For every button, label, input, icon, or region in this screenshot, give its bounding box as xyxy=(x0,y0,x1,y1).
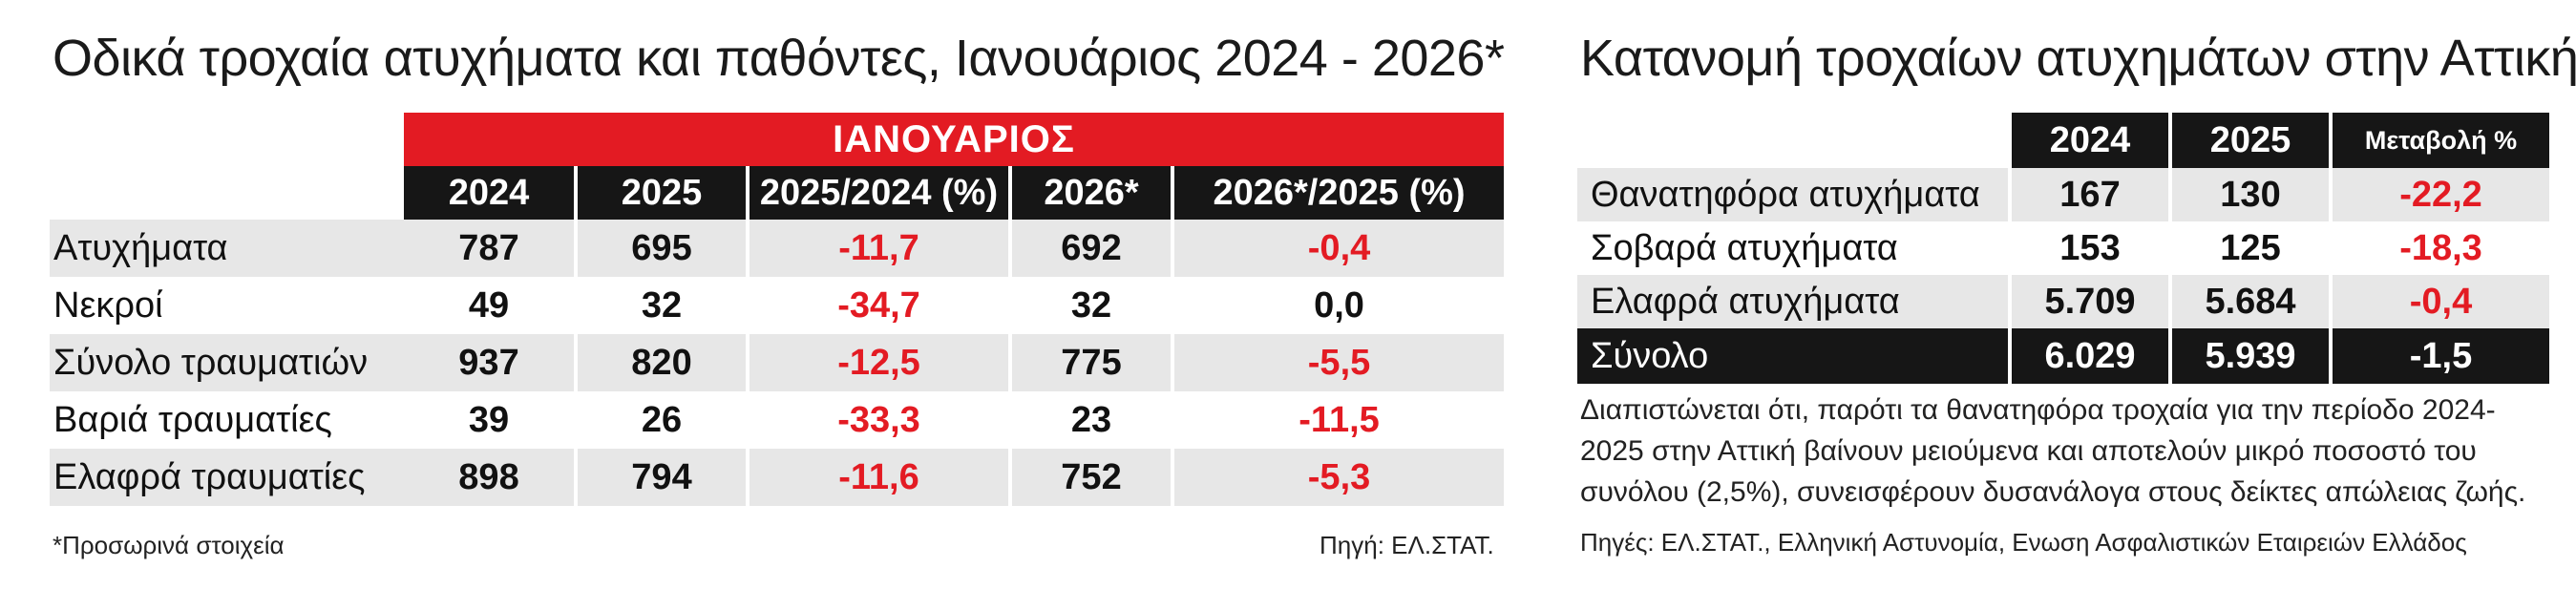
source-note: Πηγή: ΕΛ.ΣΤΑΤ. xyxy=(1320,531,1494,559)
cell-2024: 167 xyxy=(2008,168,2170,221)
row-label: Ελαφρά τραυματίες xyxy=(50,449,404,506)
cell-2025: 130 xyxy=(2168,168,2331,221)
attica-accidents-table: 2024 2025 Μεταβολή % Θανατηφόρα ατυχήματ… xyxy=(1577,113,2549,384)
cell-2024: 49 xyxy=(468,284,510,326)
description-text: Διαπιστώνεται ότι, παρότι τα θανατηφόρα … xyxy=(1580,394,2526,508)
column-header-2024: 2024 xyxy=(404,166,576,220)
table-row: Ελαφρά τραυματίες 898 794 -11,6 752 -5,3 xyxy=(50,449,1505,506)
cell-2024: 787 xyxy=(404,220,576,277)
footnote: *Προσωρινά στοιχεία xyxy=(53,531,285,559)
cell-2024: 153 xyxy=(2008,221,2170,275)
table-row: Ατυχήματα 787 695 -11,7 692 -0,4 xyxy=(50,220,1505,277)
cell-change-2025-2024: -12,5 xyxy=(746,334,1010,391)
cell-2024: 5.709 xyxy=(2008,275,2170,328)
cell-change-2026-2025: 0,0 xyxy=(1170,277,1505,334)
column-header-change: Μεταβολή % xyxy=(2329,113,2549,168)
cell-change-2026-2025: -5,5 xyxy=(1170,334,1505,391)
column-header-change-2025-2024: 2025/2024 (%) xyxy=(746,166,1010,220)
row-label: Νεκροί xyxy=(53,284,163,326)
cell-2025: 5.684 xyxy=(2168,275,2331,328)
cell-2024: 39 xyxy=(468,399,510,440)
left-chart-title: Οδικά τροχαία ατυχήματα και παθόντες, Ια… xyxy=(53,30,1505,87)
row-label: Βαριά τραυματίες xyxy=(53,399,332,440)
table-row: Σοβαρά ατυχήματα 153 125 -18,3 xyxy=(1577,221,2549,275)
cell-change-2026-2025: -5,3 xyxy=(1170,449,1505,506)
total-2025: 5.939 xyxy=(2168,328,2331,384)
cell-2026: 23 xyxy=(1008,391,1172,449)
row-label: Σύνολο τραυματιών xyxy=(50,334,404,391)
cell-change-2025-2024: -34,7 xyxy=(746,277,1010,334)
cell-2026: 775 xyxy=(1008,334,1172,391)
cell-change-2025-2024: -11,7 xyxy=(746,220,1010,277)
row-label: Ελαφρά ατυχήματα xyxy=(1577,275,2010,328)
cell-2026: 32 xyxy=(1008,277,1172,334)
table-row: Σύνολο τραυματιών 937 820 -12,5 775 -5,5 xyxy=(50,334,1505,391)
cell-2025: 125 xyxy=(2168,221,2331,275)
total-label: Σύνολο xyxy=(1577,328,2010,384)
total-change: -1,5 xyxy=(2329,328,2549,384)
row-label: Ατυχήματα xyxy=(50,220,404,277)
group-header-row: ΙΑΝΟΥΑΡΙΟΣ xyxy=(50,113,1505,166)
sources-note: Πηγές: ΕΛ.ΣΤΑΤ., Ελληνική Αστυνομία, Ενω… xyxy=(1580,528,2467,557)
cell-2024: 937 xyxy=(404,334,576,391)
cell-change: -18,3 xyxy=(2329,221,2549,275)
column-header-row: 2024 2025 2025/2024 (%) 2026* 2026*/2025… xyxy=(50,166,1505,220)
row-label: Σοβαρά ατυχήματα xyxy=(1591,227,1898,268)
cell-2025: 820 xyxy=(574,334,748,391)
cell-2026: 692 xyxy=(1008,220,1172,277)
right-chart-title: Κατανομή τροχαίων ατυχημάτων στην Αττική xyxy=(1580,30,2576,87)
table-row: Βαριά τραυματίες 39 26 -33,3 23 -11,5 xyxy=(50,391,1505,449)
cell-change-2026-2025: -11,5 xyxy=(1170,391,1505,449)
cell-2026: 752 xyxy=(1008,449,1172,506)
column-header-change-2026-2025: 2026*/2025 (%) xyxy=(1170,166,1505,220)
group-header-january: ΙΑΝΟΥΑΡΙΟΣ xyxy=(404,113,1505,166)
cell-change-2025-2024: -11,6 xyxy=(746,449,1010,506)
cell-change-2025-2024: -33,3 xyxy=(746,391,1010,449)
column-header-row: 2024 2025 Μεταβολή % xyxy=(1577,113,2549,168)
cell-2024: 898 xyxy=(404,449,576,506)
total-row: Σύνολο 6.029 5.939 -1,5 xyxy=(1577,328,2549,384)
cell-change: -22,2 xyxy=(2329,168,2549,221)
cell-2025: 26 xyxy=(574,391,748,449)
table-row: Νεκροί 49 32 -34,7 32 0,0 xyxy=(50,277,1505,334)
cell-2025: 794 xyxy=(574,449,748,506)
cell-2025: 32 xyxy=(574,277,748,334)
column-header-2024: 2024 xyxy=(2008,113,2170,168)
column-header-2025: 2025 xyxy=(2168,113,2331,168)
column-header-2025: 2025 xyxy=(574,166,748,220)
cell-2025: 695 xyxy=(574,220,748,277)
table-row: Ελαφρά ατυχήματα 5.709 5.684 -0,4 xyxy=(1577,275,2549,328)
column-header-2026: 2026* xyxy=(1008,166,1172,220)
cell-change-2026-2025: -0,4 xyxy=(1170,220,1505,277)
table-row: Θανατηφόρα ατυχήματα 167 130 -22,2 xyxy=(1577,168,2549,221)
cell-change: -0,4 xyxy=(2329,275,2549,328)
row-label: Θανατηφόρα ατυχήματα xyxy=(1577,168,2010,221)
total-2024: 6.029 xyxy=(2008,328,2170,384)
january-accidents-table: ΙΑΝΟΥΑΡΙΟΣ 2024 2025 2025/2024 (%) 2026*… xyxy=(50,113,1505,506)
